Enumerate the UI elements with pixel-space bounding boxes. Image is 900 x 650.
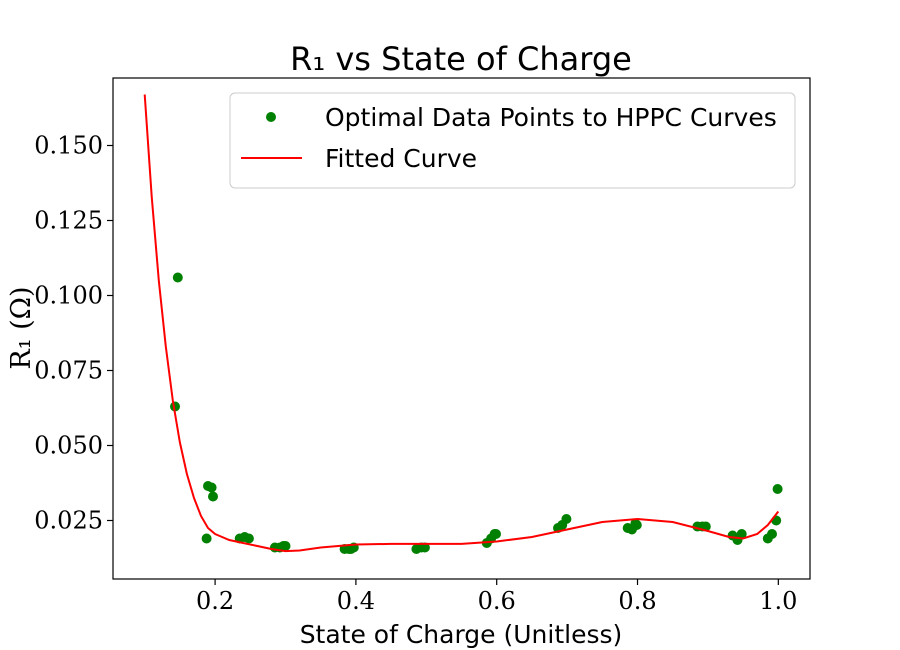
y-tick-label: 0.150 [34, 132, 103, 160]
y-tick-label: 0.025 [34, 507, 103, 535]
fitted-curve-line [143, 94, 780, 553]
y-axis-label: R₁ (Ω) [6, 286, 37, 369]
y-tick-label: 0.075 [34, 357, 103, 385]
y-tick-label: 0.125 [34, 207, 103, 235]
legend-scatter-marker [266, 112, 276, 122]
legend-label-scatter: Optimal Data Points to HPPC Curves [325, 103, 777, 132]
legend-box [229, 92, 796, 189]
plot-layer [143, 94, 783, 554]
data-point-31 [631, 520, 642, 530]
x-axis-ticks: 0.2 0.4 0.6 0.8 1.0 [196, 579, 797, 615]
y-tick-label: 0.100 [34, 282, 103, 310]
x-tick-label: 1.0 [759, 587, 797, 615]
y-axis-ticks: 0.025 0.050 0.075 0.100 0.125 0.150 [34, 132, 113, 535]
data-point-9 [243, 533, 254, 544]
y-tick-label: 0.050 [34, 432, 103, 460]
data-point-2 [172, 272, 183, 283]
x-tick-label: 0.6 [478, 587, 516, 615]
data-point-5 [206, 482, 217, 493]
legend: Optimal Data Points to HPPC Curves Fitte… [229, 92, 796, 189]
data-point-27 [561, 514, 572, 524]
x-tick-label: 0.4 [337, 587, 375, 615]
data-point-13 [280, 541, 291, 551]
data-point-24 [491, 529, 501, 539]
data-point-3 [201, 533, 212, 544]
legend-label-line: Fitted Curve [325, 144, 477, 173]
data-point-37 [736, 529, 747, 539]
data-point-39 [767, 529, 777, 539]
x-tick-label: 0.2 [196, 587, 234, 615]
chart-title: R₁ vs State of Charge [290, 40, 632, 78]
x-axis-label: State of Charge (Unitless) [300, 620, 623, 649]
plot-frame [112, 77, 811, 580]
x-tick-label: 0.8 [618, 587, 656, 615]
data-point-40 [771, 515, 782, 526]
data-point-20 [419, 542, 430, 553]
data-point-41 [772, 484, 783, 494]
data-point-6 [208, 491, 218, 502]
